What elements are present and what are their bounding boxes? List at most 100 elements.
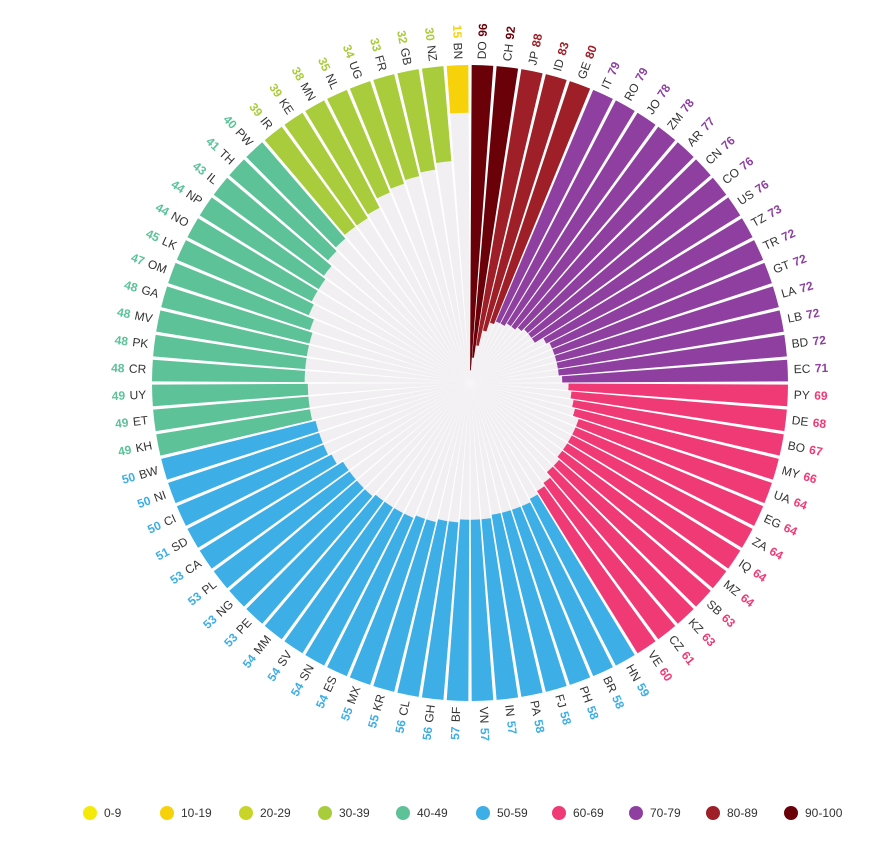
bar-iq[interactable] xyxy=(562,443,741,569)
label-it: IT 79 xyxy=(598,59,626,92)
bar-eg[interactable] xyxy=(572,427,764,526)
legend-item-60-69[interactable]: 60-69 xyxy=(552,806,604,820)
bar-ga[interactable] xyxy=(161,286,313,344)
bar-ec[interactable] xyxy=(561,359,788,383)
category-label: CI xyxy=(162,512,179,530)
bar-background-de xyxy=(470,383,572,399)
bar-fj[interactable] xyxy=(501,510,567,692)
bar-fr[interactable] xyxy=(373,74,420,181)
bar-gt[interactable] xyxy=(552,262,772,356)
legend-item-30-39[interactable]: 30-39 xyxy=(318,806,370,820)
bar-it[interactable] xyxy=(495,89,613,324)
bar-de[interactable] xyxy=(570,391,787,432)
bar-br[interactable] xyxy=(521,502,613,677)
value-label: 51 xyxy=(153,545,172,564)
label-py: PY 69 xyxy=(793,387,828,405)
bar-es[interactable] xyxy=(327,513,414,677)
bar-background-ng xyxy=(356,383,470,489)
bar-ua[interactable] xyxy=(575,418,772,504)
bar-za[interactable] xyxy=(567,435,753,548)
bar-tr[interactable] xyxy=(549,240,764,349)
bar-sb[interactable] xyxy=(553,459,711,607)
bar-no[interactable] xyxy=(187,218,318,302)
bar-pe[interactable] xyxy=(246,489,373,624)
bar-ng[interactable] xyxy=(229,480,364,607)
bar-cn[interactable] xyxy=(524,159,711,334)
bar-bw[interactable] xyxy=(161,420,319,480)
bar-gh[interactable] xyxy=(421,521,459,700)
legend-item-80-89[interactable]: 80-89 xyxy=(706,806,758,820)
bar-sn[interactable] xyxy=(305,508,403,666)
bar-il[interactable] xyxy=(213,177,332,276)
bar-id[interactable] xyxy=(482,74,567,332)
label-kr: 55 KR xyxy=(364,692,390,730)
bar-nl[interactable] xyxy=(327,89,390,199)
bar-bf[interactable] xyxy=(446,519,470,701)
bar-bo[interactable] xyxy=(572,399,784,456)
bar-np[interactable] xyxy=(199,197,326,290)
bar-in[interactable] xyxy=(481,518,519,700)
bar-py[interactable] xyxy=(568,383,788,407)
bar-bd[interactable] xyxy=(558,334,787,376)
bar-ni[interactable] xyxy=(168,432,323,504)
bar-th[interactable] xyxy=(229,159,337,261)
bar-ir[interactable] xyxy=(264,126,356,235)
bar-et[interactable] xyxy=(153,396,310,432)
bar-pw[interactable] xyxy=(246,142,346,248)
bar-cl[interactable] xyxy=(397,519,448,697)
bar-my[interactable] xyxy=(573,408,779,480)
bar-cr[interactable] xyxy=(152,359,306,383)
bar-ge[interactable] xyxy=(489,81,591,325)
bar-co[interactable] xyxy=(528,177,727,338)
bar-bn[interactable] xyxy=(446,65,469,114)
bar-pa[interactable] xyxy=(491,513,543,697)
legend-item-50-59[interactable]: 50-59 xyxy=(476,806,528,820)
bar-do[interactable] xyxy=(470,65,494,371)
bar-sd[interactable] xyxy=(187,454,337,548)
bar-ke[interactable] xyxy=(284,112,368,226)
bar-la[interactable] xyxy=(554,286,779,362)
bar-ca[interactable] xyxy=(199,461,349,569)
bar-lb[interactable] xyxy=(556,310,784,369)
bar-mn[interactable] xyxy=(305,100,380,215)
bar-hn[interactable] xyxy=(529,494,635,666)
legend-item-90-100[interactable]: 90-100 xyxy=(784,806,842,820)
category-label: LK xyxy=(160,234,179,253)
bar-mv[interactable] xyxy=(156,310,310,357)
legend-item-20-29[interactable]: 20-29 xyxy=(239,806,291,820)
bar-mx[interactable] xyxy=(349,515,426,685)
bar-om[interactable] xyxy=(168,262,314,331)
bar-vn[interactable] xyxy=(470,519,494,701)
bar-zm[interactable] xyxy=(511,126,676,330)
bar-pl[interactable] xyxy=(213,471,356,589)
bar-jp[interactable] xyxy=(476,69,543,346)
bar-mz[interactable] xyxy=(557,450,727,589)
bar-ug[interactable] xyxy=(349,81,405,189)
category-label: GT xyxy=(771,258,792,277)
legend-item-40-49[interactable]: 40-49 xyxy=(396,806,448,820)
bar-ci[interactable] xyxy=(176,444,328,526)
bar-ph[interactable] xyxy=(511,506,591,685)
bar-us[interactable] xyxy=(531,197,741,343)
bar-kh[interactable] xyxy=(156,409,313,456)
bar-kz[interactable] xyxy=(546,466,694,624)
bar-nz[interactable] xyxy=(421,66,452,163)
bar-uy[interactable] xyxy=(152,383,309,407)
bar-pk[interactable] xyxy=(153,334,307,370)
bar-ch[interactable] xyxy=(472,66,519,358)
legend-item-70-79[interactable]: 70-79 xyxy=(629,806,681,820)
bar-tz[interactable] xyxy=(543,218,753,344)
bar-sv[interactable] xyxy=(284,501,393,654)
bar-jo[interactable] xyxy=(506,112,656,327)
bar-kr[interactable] xyxy=(373,519,436,692)
bar-mm[interactable] xyxy=(264,494,384,640)
legend-item-10-19[interactable]: 10-19 xyxy=(160,806,212,820)
bar-cz[interactable] xyxy=(543,477,676,640)
bar-gb[interactable] xyxy=(397,69,436,173)
bar-lk[interactable] xyxy=(176,240,314,316)
value-label: 49 xyxy=(117,443,133,459)
bar-ve[interactable] xyxy=(537,486,656,654)
bar-ro[interactable] xyxy=(500,100,635,326)
bar-ar[interactable] xyxy=(517,142,694,332)
legend-item-0-9[interactable]: 0-9 xyxy=(83,806,121,820)
